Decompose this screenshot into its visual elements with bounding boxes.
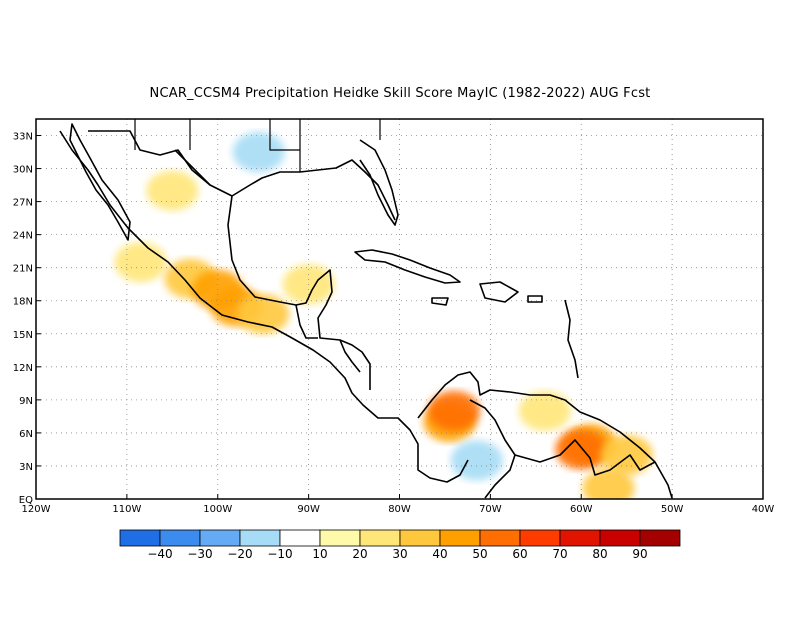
lon-tick-label: 40W	[752, 504, 775, 515]
colorbar-swatch	[439, 529, 481, 547]
colorbar-swatch	[639, 529, 681, 547]
lat-tick-label: 12N	[13, 363, 33, 374]
lon-tick-label: 80W	[388, 504, 411, 515]
lat-tick-label: 6N	[19, 429, 33, 440]
skill-region-venezuela-east	[518, 390, 571, 431]
colorbar-label: 20	[352, 547, 367, 561]
pacific-coastline	[59, 130, 469, 483]
baja-peninsula	[69, 123, 131, 241]
lesser-antilles	[564, 299, 579, 379]
coastlines	[59, 119, 673, 499]
skill-region-brazil-north	[582, 467, 635, 499]
cuba	[354, 249, 461, 284]
us-mexico-border	[88, 130, 211, 186]
skill-region-suriname	[600, 434, 653, 475]
colorbar-swatch	[559, 529, 601, 547]
skill-region-north-mexico	[146, 170, 199, 211]
lon-tick-label: 100W	[203, 504, 232, 515]
lat-tick-label: 30N	[13, 165, 33, 176]
colorbar-label: 70	[552, 547, 567, 561]
colorbar-label: 10	[312, 547, 327, 561]
colorbar-swatch	[319, 529, 361, 547]
map-title: NCAR_CCSM4 Precipitation Heidke Skill Sc…	[149, 86, 651, 101]
colorbar-label: −20	[227, 547, 252, 561]
colorbar-label: 30	[392, 547, 407, 561]
lon-tick-label: 90W	[297, 504, 320, 515]
colorbar-label: 60	[512, 547, 527, 561]
lat-tick-label: 3N	[19, 462, 33, 473]
south-america-coast	[417, 371, 673, 499]
colorbar-swatch	[519, 529, 561, 547]
colorbar-label: −10	[267, 547, 292, 561]
lon-tick-label: 110W	[112, 504, 141, 515]
lon-tick-label: 120W	[22, 504, 51, 515]
skill-shading-layer	[114, 132, 653, 499]
colorbar-swatch	[239, 529, 281, 547]
map-axes: 120W 110W 100W 90W 80W 70W 60W 50W 40W EQ 3N 6N 9N 12…	[13, 132, 775, 515]
lat-tick-label: 24N	[13, 231, 33, 242]
lat-tick-label: 15N	[13, 330, 33, 341]
colorbar-label: 80	[592, 547, 607, 561]
florida	[359, 139, 399, 226]
us-state-borders	[134, 119, 381, 172]
colorbar-label: −40	[147, 547, 172, 561]
lon-tick-label: 60W	[570, 504, 593, 515]
lat-tick-label: 9N	[19, 396, 33, 407]
lat-tick-label: 33N	[13, 132, 33, 143]
colorbar-swatch	[359, 529, 401, 547]
hispaniola	[479, 281, 519, 303]
jamaica	[431, 297, 449, 306]
colorbar-swatch	[199, 529, 241, 547]
skill-region-baja-north	[114, 242, 167, 283]
central-america-borders	[295, 304, 361, 373]
skill-region-colombia-core	[428, 390, 481, 431]
colorbar-label: −30	[187, 547, 212, 561]
colorbar-swatch	[479, 529, 521, 547]
colorbar-swatch	[599, 529, 641, 547]
colorbar: −40 −30 −20 −10 10 20 30 40 50 60 70 80 90	[119, 529, 681, 561]
skill-region-oaxaca	[237, 293, 290, 334]
lon-tick-label: 70W	[479, 504, 502, 515]
lat-tick-label: EQ	[19, 495, 33, 506]
colorbar-label: 90	[632, 547, 647, 561]
skill-region-colombia-south	[450, 440, 503, 481]
skill-region-texas	[232, 132, 285, 173]
colorbar-swatch	[399, 529, 441, 547]
lat-tick-label: 18N	[13, 297, 33, 308]
lat-tick-label: 21N	[13, 264, 33, 275]
gulf-coastline	[174, 149, 396, 390]
colorbar-label: 50	[472, 547, 487, 561]
colorbar-swatch	[159, 529, 201, 547]
guiana-borders	[514, 439, 656, 476]
colombia-venezuela-border	[469, 399, 516, 499]
colorbar-label: 40	[432, 547, 447, 561]
colorbar-swatch	[279, 529, 321, 547]
colorbar-swatch	[119, 529, 161, 547]
lon-tick-label: 50W	[661, 504, 684, 515]
lat-tick-label: 27N	[13, 198, 33, 209]
puerto-rico	[527, 295, 543, 303]
grid-lines	[35, 119, 764, 500]
